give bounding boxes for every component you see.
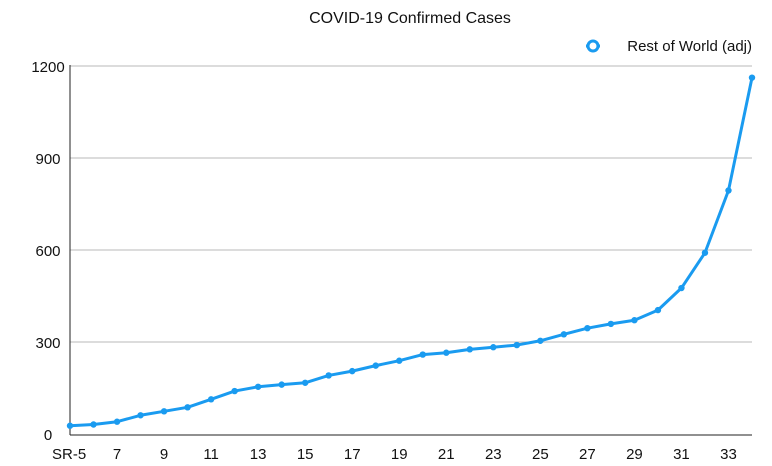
chart-title: COVID-19 Confirmed Cases <box>309 10 511 27</box>
data-point[interactable] <box>90 421 97 428</box>
legend-label: Rest of World (adj) <box>627 38 752 55</box>
x-axis-ticks: SR-5 7 9 11 13 15 17 19 21 23 25 27 29 31 33 <box>52 446 737 463</box>
legend-marker <box>586 39 600 53</box>
y-tick-label: 0 <box>44 427 52 444</box>
data-point[interactable] <box>184 404 191 411</box>
data-point[interactable] <box>372 362 379 369</box>
data-point[interactable] <box>207 396 215 403</box>
x-tick-label: 27 <box>579 446 596 463</box>
x-tick-label: 9 <box>160 446 168 463</box>
data-point[interactable] <box>349 367 356 375</box>
data-point[interactable] <box>654 306 662 314</box>
series-line <box>68 76 754 428</box>
data-point[interactable] <box>113 418 121 425</box>
data-point[interactable] <box>490 344 497 351</box>
data-point[interactable] <box>631 317 638 324</box>
data-point[interactable] <box>607 320 615 328</box>
data-point[interactable] <box>513 341 521 349</box>
x-tick-label: 33 <box>720 446 737 463</box>
x-tick-label: 23 <box>485 446 502 463</box>
data-point[interactable] <box>301 379 309 386</box>
x-tick-label: 25 <box>532 446 549 463</box>
gridlines <box>70 65 752 343</box>
x-tick-label: SR-5 <box>52 446 86 463</box>
data-point[interactable] <box>137 412 144 419</box>
x-tick-label: 15 <box>297 446 314 463</box>
x-tick-label: 29 <box>626 446 643 463</box>
y-axis-ticks: 0 300 600 900 1200 <box>31 59 64 444</box>
legend[interactable]: Rest of World (adj) <box>586 38 752 55</box>
data-point[interactable] <box>537 337 544 344</box>
y-tick-label: 600 <box>35 243 60 260</box>
y-tick-label: 900 <box>35 151 60 168</box>
data-point[interactable] <box>443 349 450 356</box>
x-tick-label: 17 <box>344 446 361 463</box>
x-tick-label: 11 <box>203 446 219 463</box>
x-tick-label: 31 <box>673 446 690 463</box>
x-tick-label: 21 <box>438 446 455 463</box>
x-tick-label: 13 <box>250 446 267 463</box>
y-tick-label: 300 <box>35 335 60 352</box>
data-point[interactable] <box>231 387 238 395</box>
data-point[interactable] <box>560 331 568 338</box>
data-point[interactable] <box>584 325 591 332</box>
data-point[interactable] <box>278 381 285 388</box>
data-point[interactable] <box>325 372 332 379</box>
series-layer <box>66 74 756 429</box>
data-point[interactable] <box>419 351 426 358</box>
data-point[interactable] <box>701 249 709 256</box>
y-tick-label: 1200 <box>31 59 64 76</box>
x-tick-label: 19 <box>391 446 408 463</box>
data-point[interactable] <box>254 383 262 390</box>
data-point[interactable] <box>160 408 168 415</box>
data-point[interactable] <box>725 187 732 194</box>
data-point[interactable] <box>66 422 74 429</box>
x-tick-label: 7 <box>113 446 121 463</box>
data-point[interactable] <box>396 357 403 364</box>
data-point[interactable] <box>748 74 756 81</box>
data-point[interactable] <box>466 346 473 353</box>
data-point[interactable] <box>678 284 685 292</box>
